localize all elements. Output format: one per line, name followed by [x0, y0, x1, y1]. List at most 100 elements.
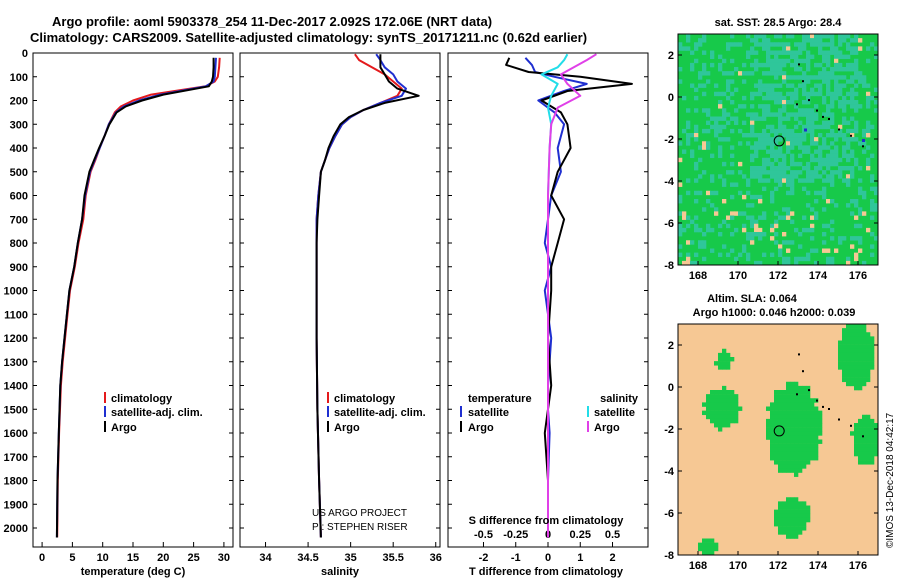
map-cell — [858, 178, 863, 183]
map-cell — [866, 336, 871, 341]
map-cell — [778, 170, 783, 175]
map-cell — [778, 95, 783, 101]
map-cell — [746, 34, 751, 39]
map-cell — [782, 170, 787, 175]
map-cell — [842, 352, 847, 358]
map-cell — [858, 223, 863, 229]
map-cell — [678, 227, 683, 233]
map-cell — [786, 423, 791, 428]
map-cell — [802, 423, 807, 428]
map-cell — [806, 190, 811, 196]
map-cell — [802, 526, 807, 531]
map-cell — [838, 54, 843, 60]
map-cell — [714, 361, 719, 366]
map-cell — [810, 427, 815, 432]
map-cell — [778, 71, 783, 76]
map-cell — [762, 112, 767, 117]
map-cell — [826, 166, 831, 171]
map-cell — [858, 46, 863, 51]
map-cell — [782, 207, 787, 212]
map-cell — [698, 157, 703, 163]
map-cell — [814, 418, 819, 424]
map-cell — [774, 223, 779, 229]
map-cell — [786, 431, 791, 436]
map-cell — [718, 352, 723, 358]
map-cell — [726, 252, 731, 258]
map-cell — [734, 414, 739, 420]
map-cell — [862, 418, 867, 424]
salinity-panel: 34 34.5 35 35.5 36 climatology satellite-adj… — [239, 52, 442, 578]
map-cell — [794, 95, 799, 101]
map-cell — [786, 83, 791, 88]
map-cell — [774, 460, 779, 465]
map-cell — [834, 149, 839, 154]
map-cell — [866, 423, 871, 428]
map-cell — [790, 182, 795, 187]
map-cell — [814, 62, 819, 68]
map-cell — [826, 157, 831, 163]
map-cell — [786, 418, 791, 424]
map-cell — [870, 124, 875, 130]
map-cell — [818, 423, 823, 428]
map-cell — [722, 182, 727, 187]
map-cell — [742, 120, 747, 126]
map-cell — [830, 71, 835, 76]
map-cell — [718, 174, 723, 179]
map-cell — [866, 348, 871, 354]
map-cell — [758, 116, 763, 121]
map-cell — [802, 87, 807, 93]
map-cell — [738, 406, 743, 411]
map-cell — [786, 410, 791, 416]
map-cell — [694, 124, 699, 130]
map-cell — [694, 227, 699, 233]
map-cell — [866, 352, 871, 358]
map-cell — [798, 46, 803, 51]
map-cell — [846, 361, 851, 366]
map-cell — [774, 451, 779, 457]
map-cell — [726, 215, 731, 220]
map-cell — [862, 149, 867, 154]
map-cell — [802, 509, 807, 515]
map-cell — [866, 357, 871, 362]
map-cell — [846, 79, 851, 84]
map-cell — [794, 133, 799, 138]
map-cell — [770, 414, 775, 420]
map-cell — [834, 137, 839, 142]
map-cell — [850, 87, 855, 93]
map-cell — [814, 112, 819, 117]
map-cell — [866, 439, 871, 444]
map-cell — [714, 133, 719, 138]
map-cell — [782, 447, 787, 453]
map-cell — [798, 530, 803, 535]
map-cell — [866, 451, 871, 457]
map-cell — [694, 46, 699, 51]
map-cell — [822, 207, 827, 212]
map-cell — [806, 451, 811, 457]
map-cell — [814, 190, 819, 196]
map-cell — [770, 166, 775, 171]
map-cell — [774, 423, 779, 428]
map-cell — [774, 219, 779, 225]
map-cell — [678, 252, 683, 258]
map-cell — [702, 542, 707, 548]
map-cell — [806, 439, 811, 444]
legend-label-t-argo: Argo — [468, 422, 494, 434]
map-cell — [830, 178, 835, 183]
map-cell — [806, 460, 811, 465]
map-cell — [698, 42, 703, 47]
map-cell — [746, 203, 751, 208]
map-cell — [726, 352, 731, 358]
map-cell — [766, 406, 771, 411]
map-cell — [774, 186, 779, 192]
map-cell — [758, 227, 763, 233]
map-cell — [806, 170, 811, 175]
map-cell — [770, 128, 775, 134]
map-cell — [746, 182, 751, 187]
map-cell — [730, 414, 735, 420]
map-cell — [758, 34, 763, 39]
island-marker — [838, 418, 840, 421]
map-cell — [862, 414, 867, 420]
map-cell — [702, 50, 707, 55]
map-cell — [714, 116, 719, 121]
map-cell — [842, 344, 847, 350]
